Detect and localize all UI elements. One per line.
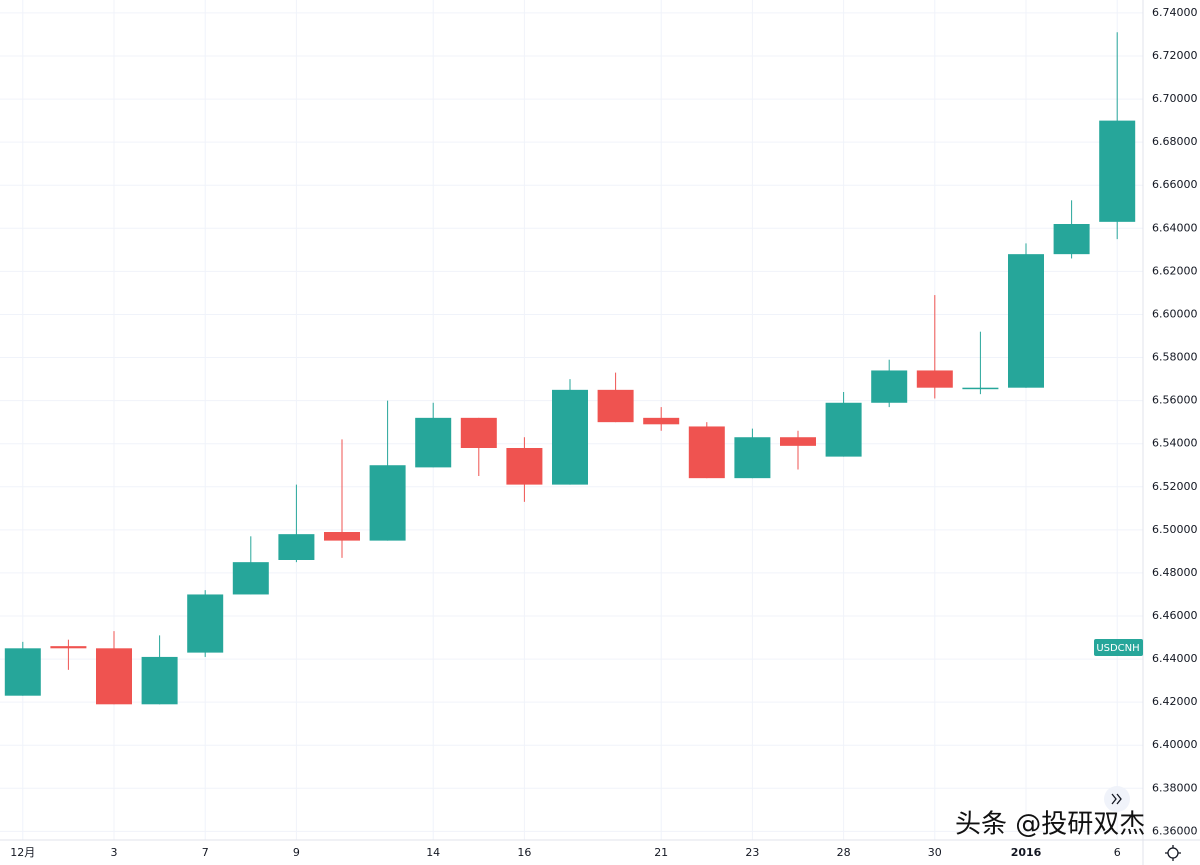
y-tick-label: 6.48000	[1152, 566, 1198, 579]
candle-body	[916, 370, 953, 388]
y-tick-label: 6.64000	[1152, 221, 1198, 234]
y-tick-label: 6.68000	[1152, 135, 1198, 148]
x-tick-label: 23	[745, 846, 759, 859]
candle-body	[962, 387, 999, 390]
candle-body	[96, 648, 132, 705]
price-tag-label: USDCNH	[1096, 643, 1139, 654]
candle-body	[552, 389, 588, 485]
y-tick-label: 6.36000	[1152, 824, 1198, 837]
y-tick-label: 6.46000	[1152, 609, 1198, 622]
y-tick-label: 6.50000	[1152, 523, 1198, 536]
candle-body	[415, 417, 452, 468]
candle-body	[597, 389, 634, 423]
scroll-icon[interactable]	[1111, 793, 1122, 805]
x-tick-label: 30	[928, 846, 942, 859]
candle-body	[688, 426, 725, 479]
candle-body	[780, 437, 816, 446]
y-tick-label: 6.58000	[1152, 351, 1198, 364]
candle-body	[1099, 120, 1136, 222]
y-tick-label: 6.38000	[1152, 781, 1198, 794]
candles	[4, 32, 1136, 705]
x-tick-label: 16	[517, 846, 531, 859]
candle-body	[187, 594, 224, 653]
x-tick-label: 12月	[10, 846, 35, 859]
y-tick-label: 6.60000	[1152, 307, 1198, 320]
candle-body	[50, 646, 87, 649]
y-tick-label: 6.40000	[1152, 738, 1198, 751]
y-tick-label: 6.42000	[1152, 695, 1198, 708]
x-tick-label: 6	[1114, 846, 1121, 859]
watermark: 头条 @投研双杰	[955, 810, 1145, 840]
labels: 6.36000 6.38000 6.40000 6.42000 6.44000 6.460…	[10, 6, 1197, 859]
candle-body	[825, 402, 862, 457]
y-tick-label: 6.72000	[1152, 49, 1198, 62]
candle-body	[1053, 224, 1090, 255]
candle-body	[871, 370, 908, 403]
candle-body	[643, 417, 680, 425]
x-tick-label: 14	[426, 846, 440, 859]
y-tick-label: 6.66000	[1152, 178, 1198, 191]
y-tick-label: 6.62000	[1152, 264, 1198, 277]
candle-body	[141, 656, 178, 705]
candle-body	[506, 448, 543, 485]
y-tick-label: 6.52000	[1152, 480, 1198, 493]
x-tick-label: 3	[111, 846, 118, 859]
candle-body	[460, 417, 497, 448]
candle-body	[734, 437, 771, 479]
candle-body	[278, 534, 315, 560]
y-tick-label: 6.56000	[1152, 394, 1198, 407]
candle-body	[369, 465, 406, 541]
y-tick-label: 6.54000	[1152, 437, 1198, 450]
x-tick-label: 2016	[1011, 846, 1042, 859]
x-tick-label: 21	[654, 846, 668, 859]
price-tag: USDCNH	[1094, 639, 1143, 656]
y-tick-label: 6.70000	[1152, 92, 1198, 105]
candle-body	[1008, 254, 1044, 388]
price-tag-bg	[1094, 639, 1143, 656]
settings-icon-teeth[interactable]	[1165, 845, 1181, 861]
settings-button[interactable]	[1165, 845, 1181, 861]
scroll-button[interactable]	[1104, 786, 1130, 812]
scroll-button-bg[interactable]	[1104, 786, 1130, 812]
x-tick-label: 7	[202, 846, 209, 859]
x-tick-label: 28	[837, 846, 851, 859]
y-tick-label: 6.74000	[1152, 6, 1198, 19]
candle-body	[4, 648, 41, 696]
candle-body	[324, 532, 360, 541]
y-tick-label: 6.44000	[1152, 652, 1198, 665]
x-tick-label: 9	[293, 846, 300, 859]
candle-body	[232, 562, 269, 595]
